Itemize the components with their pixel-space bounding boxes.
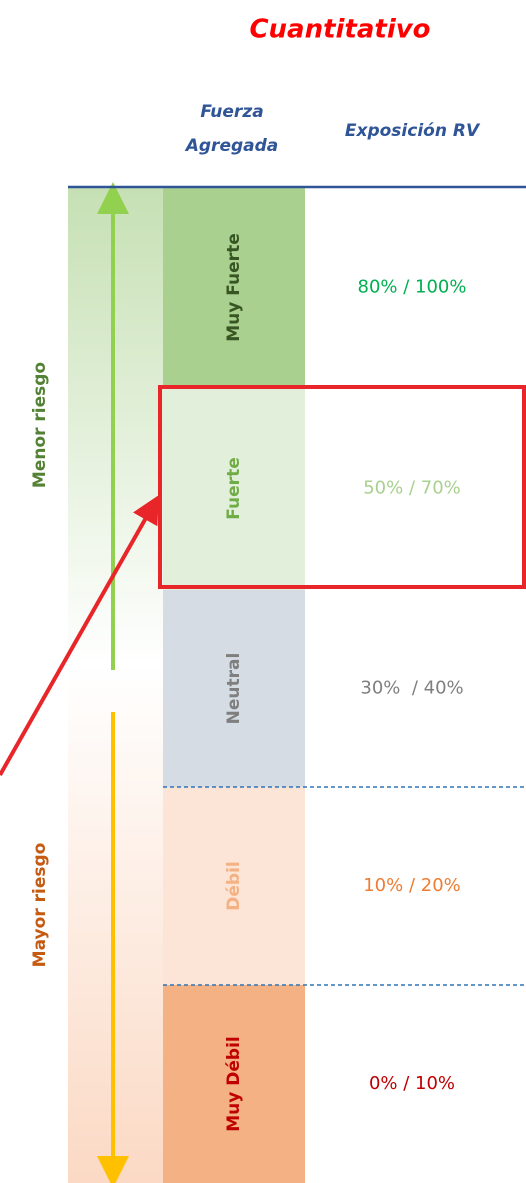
strength-cell bbox=[163, 188, 305, 387]
exposure-value: 0% / 10% bbox=[369, 1073, 455, 1094]
strength-label: Neutral bbox=[224, 653, 244, 725]
strength-cell bbox=[163, 387, 305, 590]
strength-cell bbox=[163, 985, 305, 1183]
highlight-box bbox=[158, 385, 526, 589]
exposure-value: 50% / 70% bbox=[363, 478, 461, 499]
side-label-top: Menor riesgo bbox=[30, 362, 50, 488]
strength-cell bbox=[163, 787, 305, 985]
strength-label: Débil bbox=[224, 861, 244, 910]
pointer-arrow bbox=[0, 495, 159, 776]
exposure-value: 80% / 100% bbox=[358, 277, 467, 298]
risk-gradient bbox=[68, 188, 163, 1183]
title: Cuantitativo bbox=[249, 15, 430, 45]
exposure-value: 30% / 40% bbox=[360, 678, 463, 699]
exposure-value: 10% / 20% bbox=[363, 875, 461, 896]
strength-label: Fuerte bbox=[224, 457, 244, 519]
header-strength: Fuerza Agregada bbox=[184, 102, 279, 156]
strength-label: Muy Fuerte bbox=[224, 233, 244, 341]
side-label-bottom: Mayor riesgo bbox=[30, 843, 50, 968]
strength-cell bbox=[163, 590, 305, 787]
strength-label: Muy Débil bbox=[224, 1036, 244, 1131]
header-exposure: Exposición RV bbox=[345, 121, 481, 141]
